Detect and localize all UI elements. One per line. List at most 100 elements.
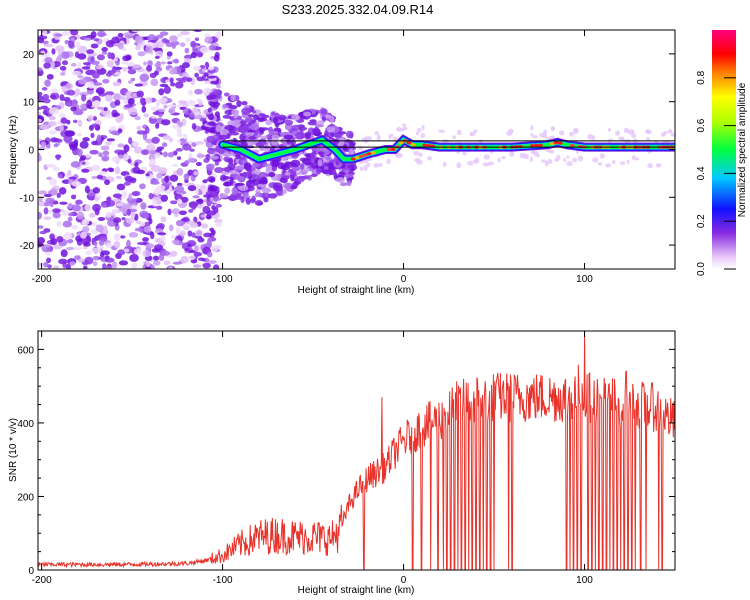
spectrogram-blob bbox=[281, 165, 291, 171]
spectrogram-blob bbox=[79, 91, 89, 97]
spectrogram-blob bbox=[113, 93, 122, 101]
spectrogram-blob bbox=[315, 167, 322, 175]
spectrogram-blob bbox=[543, 129, 548, 135]
spectrogram-blob bbox=[164, 175, 169, 183]
spectrogram-blob bbox=[148, 218, 153, 225]
spectrogram-blob bbox=[169, 35, 178, 43]
spectrogram-blob bbox=[157, 232, 167, 236]
spectrogram-blob bbox=[142, 213, 149, 219]
spectrogram-blob bbox=[226, 133, 231, 140]
spectrogram-blob bbox=[166, 51, 173, 57]
spectrogram-blob bbox=[43, 261, 49, 268]
spectrogram-blob bbox=[105, 242, 112, 249]
spectrogram-blob bbox=[167, 208, 172, 216]
spectrogram-blob bbox=[566, 161, 573, 167]
spectrogram-blob bbox=[43, 193, 53, 198]
spectrogram-ridge-peak bbox=[426, 144, 432, 148]
spectrogram-blob bbox=[456, 129, 462, 136]
spectrogram-blob bbox=[188, 89, 193, 96]
spectrogram-blob bbox=[113, 233, 121, 241]
spectrogram-blob bbox=[79, 104, 86, 109]
spectrogram-blob bbox=[304, 131, 311, 139]
spectrogram-blob bbox=[69, 261, 76, 266]
spectrogram-blob bbox=[91, 175, 98, 180]
spectrogram-blob bbox=[152, 255, 160, 261]
spectrogram-blob bbox=[83, 265, 88, 269]
spectrogram-ytick-label: 20 bbox=[23, 50, 35, 61]
spectrogram-blob bbox=[123, 248, 130, 253]
spectrogram-blob bbox=[414, 158, 421, 163]
spectrogram-blob bbox=[126, 61, 136, 67]
spectrogram-blob bbox=[291, 165, 302, 172]
spectrogram-blob bbox=[98, 239, 105, 246]
spectrogram-blob bbox=[563, 158, 567, 162]
spectrogram-blob bbox=[204, 36, 213, 44]
spectrogram-blob bbox=[51, 48, 56, 55]
spectrogram-blob bbox=[48, 130, 57, 135]
spectrogram-blob bbox=[172, 67, 177, 75]
spectrogram-blob bbox=[81, 66, 91, 70]
spectrogram-blob bbox=[44, 79, 51, 87]
spectrogram-blob bbox=[66, 246, 75, 251]
spectrogram-blob bbox=[119, 112, 124, 121]
spectrogram-blob bbox=[77, 132, 82, 137]
spectrogram-blob bbox=[163, 85, 171, 94]
spectrogram-blob bbox=[145, 266, 151, 269]
spectrogram-blob bbox=[206, 135, 216, 143]
spectrogram-blob bbox=[61, 51, 70, 59]
spectrogram-blob bbox=[472, 159, 478, 164]
spectrogram-blob bbox=[222, 114, 232, 119]
spectrogram-blob bbox=[194, 141, 204, 145]
spectrogram-blob bbox=[542, 133, 548, 139]
spectrogram-blob bbox=[95, 65, 103, 70]
spectrogram-blob bbox=[501, 155, 506, 160]
spectrogram-blob bbox=[42, 98, 51, 104]
spectrogram-blob bbox=[257, 138, 267, 146]
spectrogram-blob bbox=[132, 141, 140, 147]
snr-xtick-label: -100 bbox=[213, 575, 233, 586]
spectrogram-blob bbox=[143, 113, 149, 118]
snr-ylabel: SNR (10 * v/v) bbox=[8, 418, 19, 482]
spectrogram-blob bbox=[283, 134, 294, 140]
spectrogram-blob bbox=[159, 97, 168, 103]
spectrogram-blob bbox=[164, 181, 173, 187]
spectrogram-blob bbox=[175, 219, 185, 227]
spectrogram-blob bbox=[77, 75, 84, 79]
spectrogram-blob bbox=[170, 235, 177, 239]
spectrogram-blob bbox=[172, 163, 178, 167]
spectrogram-blob bbox=[374, 131, 380, 136]
spectrogram-blob bbox=[38, 67, 43, 72]
spectrogram-blob bbox=[175, 148, 184, 152]
spectrogram-blob bbox=[396, 126, 402, 132]
spectrogram-blob bbox=[295, 171, 303, 175]
spectrogram-ridge-peak bbox=[398, 141, 404, 145]
spectrogram-blob bbox=[152, 111, 161, 116]
spectrogram-blob bbox=[75, 199, 83, 205]
spectrogram-blob bbox=[206, 163, 215, 171]
spectrogram-blob bbox=[221, 167, 231, 172]
spectrogram-blob bbox=[96, 174, 103, 180]
spectrogram-blob bbox=[263, 196, 269, 203]
spectrogram-blob bbox=[343, 173, 354, 178]
spectrogram-blob bbox=[170, 82, 176, 87]
spectrogram-blob bbox=[180, 255, 189, 264]
spectrogram-blob bbox=[317, 151, 325, 155]
spectrogram-blob bbox=[114, 99, 121, 106]
spectrogram-blob bbox=[194, 37, 200, 42]
spectrogram-blob bbox=[95, 89, 104, 94]
spectrogram-blob bbox=[143, 225, 152, 233]
spectrogram-blob bbox=[348, 148, 355, 157]
spectrogram-blob bbox=[105, 91, 115, 96]
spectrogram-blob bbox=[309, 152, 316, 157]
spectrogram-blob bbox=[105, 211, 112, 218]
spectrogram-blob bbox=[206, 210, 217, 216]
spectrogram-blob bbox=[171, 125, 181, 129]
spectrogram-blob bbox=[41, 86, 48, 91]
spectrogram-blob bbox=[38, 153, 41, 162]
spectrogram-blob bbox=[48, 209, 54, 215]
spectrogram-blob bbox=[38, 262, 42, 268]
spectrogram-blob bbox=[71, 180, 82, 187]
spectrogram-blob bbox=[114, 149, 124, 154]
spectrogram-blob bbox=[128, 193, 133, 201]
spectrogram-blob bbox=[197, 154, 207, 158]
